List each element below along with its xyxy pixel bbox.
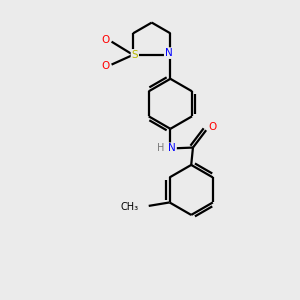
Text: O: O bbox=[208, 122, 217, 132]
Text: S: S bbox=[131, 50, 138, 60]
Text: O: O bbox=[101, 61, 110, 71]
Text: O: O bbox=[101, 35, 110, 45]
Text: H: H bbox=[157, 143, 164, 153]
Text: CH₃: CH₃ bbox=[120, 202, 138, 212]
Text: N: N bbox=[168, 143, 176, 153]
Text: N: N bbox=[165, 48, 172, 58]
